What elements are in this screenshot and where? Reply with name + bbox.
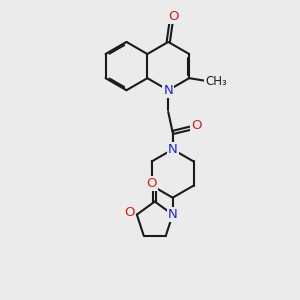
Text: O: O [191,118,201,132]
Text: N: N [168,208,178,221]
Text: O: O [147,177,157,190]
Text: O: O [168,10,179,22]
Text: N: N [168,143,178,156]
Text: CH₃: CH₃ [205,75,227,88]
Text: N: N [164,84,173,97]
Text: O: O [124,206,134,218]
